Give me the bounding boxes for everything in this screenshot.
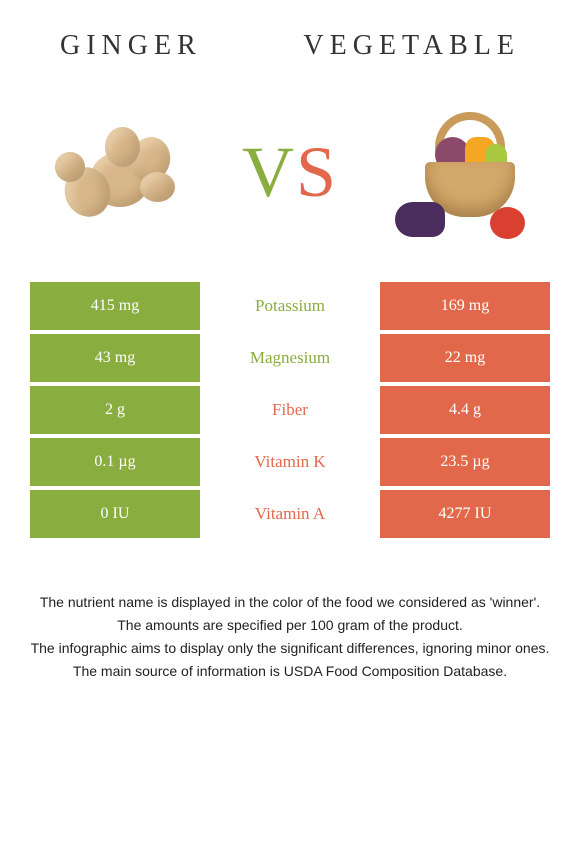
footer-line: The amounts are specified per 100 gram o… [30,615,550,636]
table-row: 0 IUVitamin A4277 IU [30,490,550,538]
right-title: VEGETABLE [303,30,520,62]
right-value: 4.4 g [380,386,550,434]
table-row: 415 mgPotassium169 mg [30,282,550,330]
footer-line: The infographic aims to display only the… [30,638,550,659]
ginger-icon [50,117,190,227]
nutrient-table: 415 mgPotassium169 mg43 mgMagnesium22 mg… [0,282,580,538]
footer-line: The nutrient name is displayed in the co… [30,592,550,613]
table-row: 0.1 µgVitamin K23.5 µg [30,438,550,486]
vegetable-image [380,92,540,252]
images-row: VS [0,82,580,282]
vs-s: S [296,132,338,212]
right-value: 23.5 µg [380,438,550,486]
left-value: 415 mg [30,282,200,330]
right-value: 169 mg [380,282,550,330]
nutrient-label: Magnesium [200,334,380,382]
left-value: 0.1 µg [30,438,200,486]
table-row: 2 gFiber4.4 g [30,386,550,434]
left-value: 43 mg [30,334,200,382]
right-value: 4277 IU [380,490,550,538]
vs-v: V [242,132,296,212]
nutrient-label: Vitamin A [200,490,380,538]
left-value: 2 g [30,386,200,434]
vs-label: VS [242,131,338,214]
footer-line: The main source of information is USDA F… [30,661,550,682]
table-row: 43 mgMagnesium22 mg [30,334,550,382]
vegetable-basket-icon [390,102,530,242]
nutrient-label: Fiber [200,386,380,434]
ginger-image [40,92,200,252]
footer-notes: The nutrient name is displayed in the co… [0,542,580,682]
nutrient-label: Vitamin K [200,438,380,486]
nutrient-label: Potassium [200,282,380,330]
left-value: 0 IU [30,490,200,538]
header: GINGER VEGETABLE [0,0,580,82]
right-value: 22 mg [380,334,550,382]
left-title: GINGER [60,30,202,62]
